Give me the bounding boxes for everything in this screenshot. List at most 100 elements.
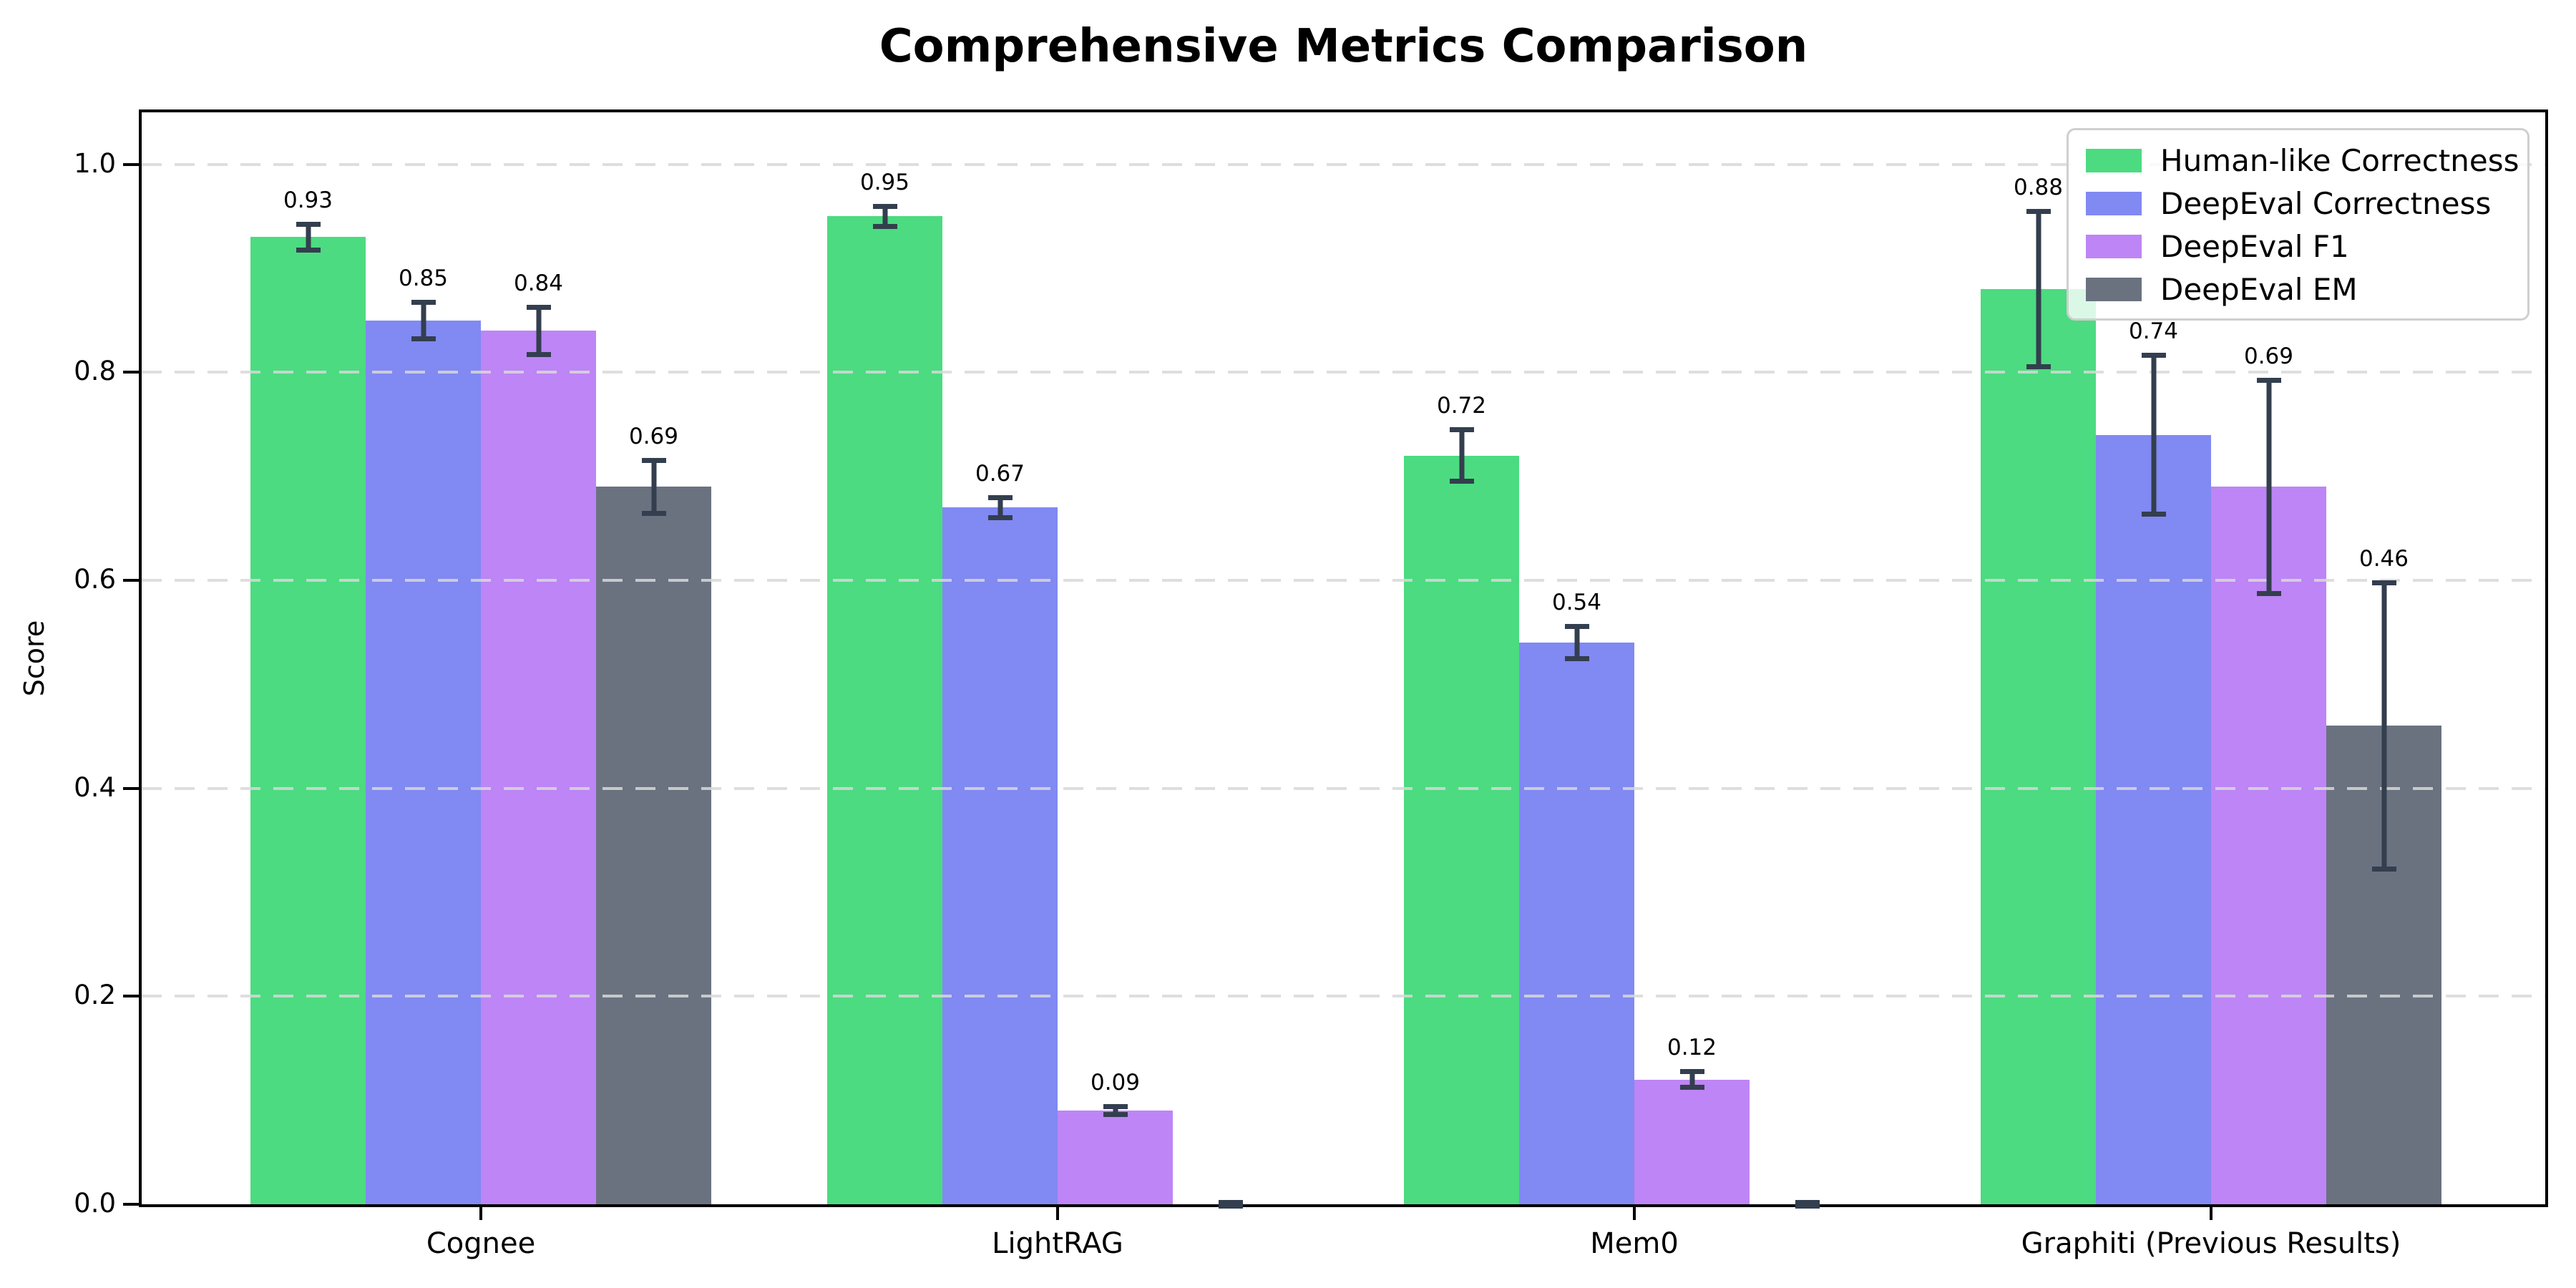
error-bar [1795, 1200, 1820, 1209]
bar-value-label: 0.95 [859, 169, 910, 195]
error-bar-part [1564, 656, 1589, 662]
error-bar-part [1689, 1069, 1694, 1091]
y-tick-mark [123, 579, 139, 582]
bar-value-label: 0.09 [1090, 1070, 1141, 1096]
error-bar-part [2141, 512, 2166, 517]
error-bar [1679, 1069, 1704, 1091]
error-bar [2141, 352, 2166, 517]
bar [1058, 1111, 1173, 1204]
error-bar-part [421, 299, 426, 341]
error-bar-part [526, 304, 551, 310]
error-bar-part [1449, 478, 1474, 484]
legend-label: DeepEval F1 [2160, 229, 2349, 264]
error-bar-part [2256, 377, 2281, 383]
error-bar-part [296, 248, 321, 253]
bar [481, 331, 596, 1204]
error-bar-part [2266, 377, 2271, 596]
legend-swatch [2086, 235, 2142, 258]
bar-value-label: 0.72 [1436, 393, 1487, 419]
error-bar-part [2371, 580, 2396, 585]
error-bar [2256, 377, 2281, 596]
bar [1404, 455, 1519, 1204]
error-bar-part [1103, 1104, 1128, 1110]
legend-item: Human-like Correctness [2086, 143, 2519, 178]
bar-value-label: 0.93 [283, 187, 333, 213]
error-bar [1449, 427, 1474, 484]
bar-value-label: 0.88 [2013, 175, 2064, 201]
y-tick-mark [123, 371, 139, 374]
error-bar-part [1795, 1200, 1820, 1206]
bar-value-label: 0.84 [513, 270, 564, 296]
error-bar-part [2026, 209, 2051, 215]
error-bar [2026, 209, 2051, 369]
error-bar-part [1459, 427, 1464, 484]
legend-item: DeepEval Correctness [2086, 186, 2509, 221]
bar [596, 487, 711, 1204]
bar [2096, 434, 2211, 1204]
legend-label: DeepEval Correctness [2160, 186, 2492, 221]
error-bar-part [2381, 580, 2386, 872]
x-tick-mark [479, 1207, 482, 1220]
gridline [142, 786, 2545, 790]
error-bar [872, 203, 897, 229]
bar-value-label: 0.67 [975, 460, 1025, 487]
legend-swatch [2086, 149, 2142, 172]
error-bar-part [411, 336, 436, 341]
gridline [142, 371, 2545, 374]
error-bar [1103, 1104, 1128, 1117]
error-bar-part [987, 494, 1013, 500]
bar [827, 216, 942, 1204]
error-bar-part [641, 457, 666, 463]
error-bar-part [1218, 1203, 1243, 1209]
x-tick-label: LightRAG [992, 1227, 1123, 1260]
x-tick-label: Graphiti (Previous Results) [2021, 1227, 2401, 1260]
legend-label: Human-like Correctness [2160, 143, 2519, 178]
error-bar-part [2371, 866, 2396, 872]
y-tick-label: 1.0 [74, 147, 116, 179]
gridline [142, 995, 2545, 998]
error-bar-part [1103, 1111, 1128, 1117]
bar [2211, 487, 2326, 1204]
error-bar-part [536, 304, 541, 357]
y-tick-mark [123, 786, 139, 790]
y-tick-label: 0.4 [74, 771, 116, 803]
error-bar-part [1679, 1069, 1704, 1075]
bar-value-label: 0.74 [2128, 318, 2179, 344]
error-bar-part [872, 223, 897, 229]
error-bar-part [2036, 209, 2041, 369]
error-bar-part [526, 351, 551, 357]
x-tick-label: Mem0 [1590, 1227, 1679, 1260]
error-bar [2371, 580, 2396, 872]
error-bar-part [2026, 364, 2051, 369]
error-bar [296, 221, 321, 253]
bar-value-label: 0.12 [1667, 1035, 1717, 1061]
error-bar-part [2141, 352, 2166, 358]
bar-value-label: 0.69 [628, 423, 679, 449]
error-bar-part [882, 203, 887, 229]
error-bar-part [2256, 590, 2281, 596]
legend-item: DeepEval EM [2086, 272, 2509, 307]
bar [942, 507, 1058, 1204]
error-bar-part [411, 299, 436, 305]
error-bar-part [1218, 1200, 1243, 1206]
error-bar [1564, 624, 1589, 662]
y-tick-label: 0.6 [74, 564, 116, 595]
bar-value-label: 0.85 [398, 265, 449, 291]
bar-value-label: 0.69 [2243, 343, 2294, 369]
error-bar-part [1679, 1085, 1704, 1091]
error-bar-part [997, 494, 1002, 520]
y-tick-mark [123, 162, 139, 166]
error-bar-part [306, 221, 311, 253]
error-bar [526, 304, 551, 357]
bar-value-label: 0.46 [2358, 546, 2409, 572]
error-bar-part [1795, 1203, 1820, 1209]
error-bar-part [872, 203, 897, 209]
error-bar [1218, 1200, 1243, 1209]
legend-label: DeepEval EM [2160, 272, 2358, 307]
bar [1981, 289, 2096, 1204]
axes-frame [139, 109, 2548, 1207]
error-bar [411, 299, 436, 341]
y-tick-label: 0.0 [74, 1188, 116, 1219]
y-tick-mark [123, 995, 139, 998]
